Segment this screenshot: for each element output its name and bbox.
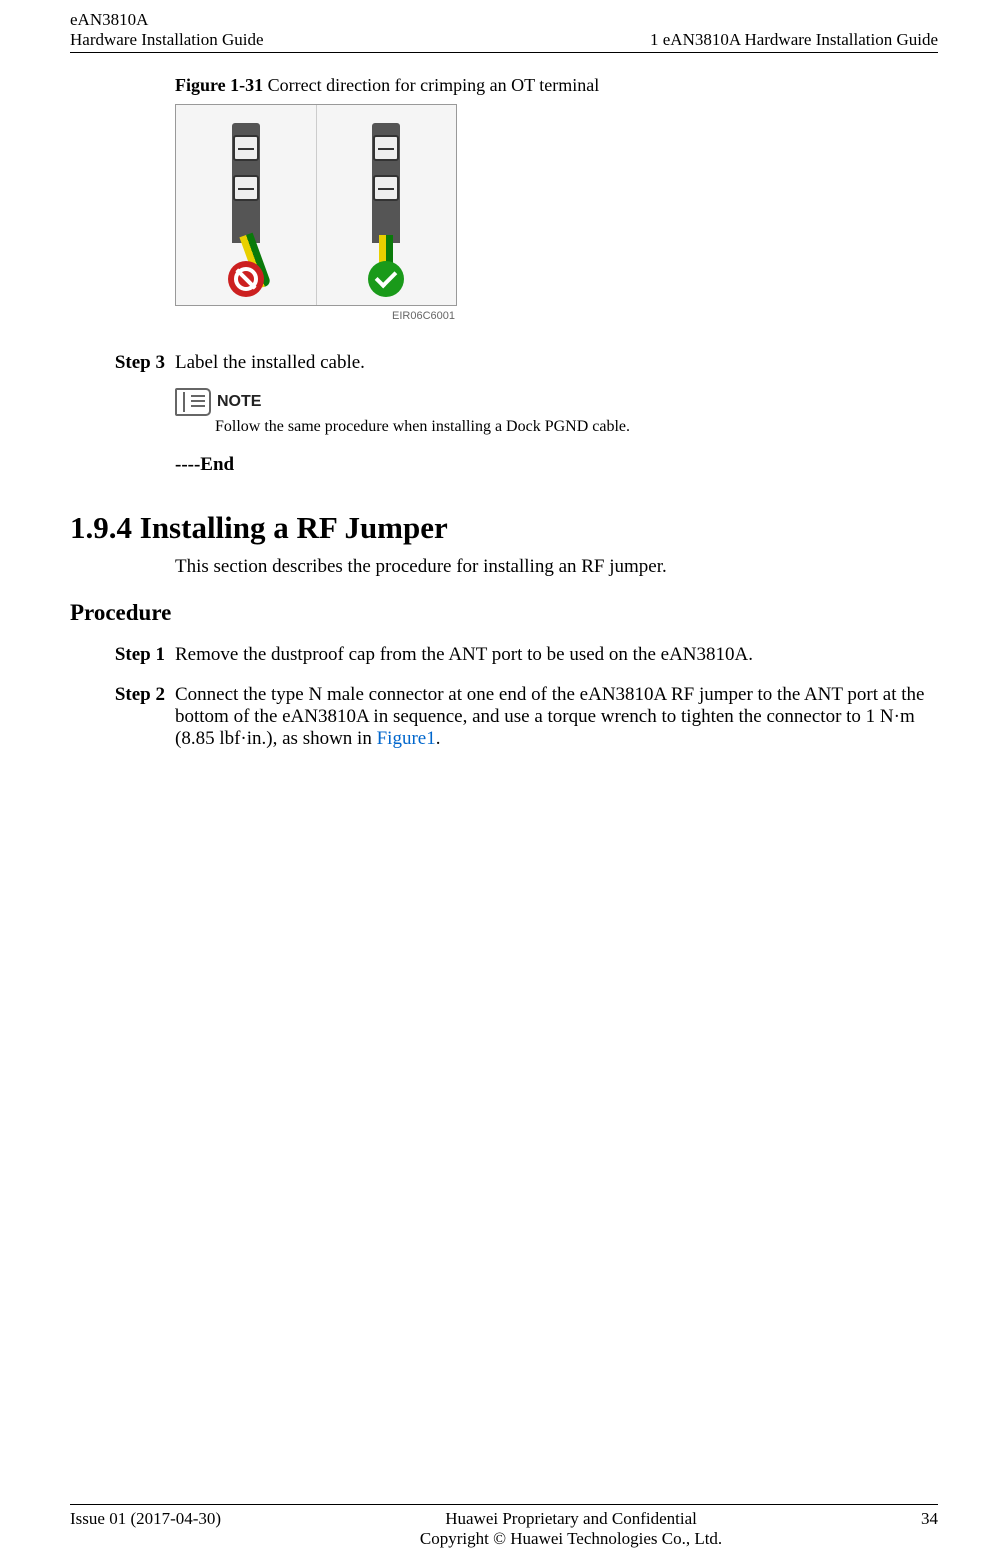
section-description: This section describes the procedure for… bbox=[175, 556, 938, 578]
figure-link[interactable]: Figure1 bbox=[377, 728, 436, 749]
page-header: eAN3810A Hardware Installation Guide 1 e… bbox=[70, 10, 938, 53]
step-2-text-part2: . bbox=[436, 728, 441, 749]
figure-wrong-side bbox=[176, 105, 317, 305]
product-name: eAN3810A bbox=[70, 10, 264, 30]
section-heading: 1.9.4 Installing a RF Jumper bbox=[70, 510, 938, 546]
check-icon bbox=[368, 261, 404, 297]
figure-placeholder bbox=[175, 104, 457, 306]
footer-line1: Huawei Proprietary and Confidential bbox=[420, 1509, 722, 1529]
doc-title-left: Hardware Installation Guide bbox=[70, 30, 264, 50]
figure-correct-side bbox=[317, 105, 457, 305]
doc-title-right: 1 eAN3810A Hardware Installation Guide bbox=[650, 30, 938, 50]
figure-label: Figure 1-31 bbox=[175, 75, 263, 95]
step-1: Step 1 Remove the dustproof cap from the… bbox=[70, 644, 938, 666]
step-2-text: Connect the type N male connector at one… bbox=[175, 684, 938, 750]
step-3: Step 3 Label the installed cable. bbox=[70, 352, 938, 374]
note-block: NOTE Follow the same procedure when inst… bbox=[175, 388, 938, 436]
end-marker: ----End bbox=[175, 454, 938, 476]
procedure-heading: Procedure bbox=[70, 600, 938, 626]
header-right: 1 eAN3810A Hardware Installation Guide bbox=[650, 10, 938, 50]
footer-page-number: 34 bbox=[921, 1509, 938, 1549]
page-footer: Issue 01 (2017-04-30) Huawei Proprietary… bbox=[70, 1504, 938, 1549]
note-label: NOTE bbox=[217, 393, 261, 411]
step-3-label: Step 3 bbox=[70, 352, 175, 374]
prohibit-icon bbox=[228, 261, 264, 297]
footer-issue: Issue 01 (2017-04-30) bbox=[70, 1509, 221, 1549]
header-left: eAN3810A Hardware Installation Guide bbox=[70, 10, 264, 50]
step-1-label: Step 1 bbox=[70, 644, 175, 666]
figure-image-id: EIR06C6001 bbox=[175, 310, 455, 322]
step-3-text: Label the installed cable. bbox=[175, 352, 938, 374]
figure-caption-text: Correct direction for crimping an OT ter… bbox=[268, 75, 600, 95]
step-2-text-part1: Connect the type N male connector at one… bbox=[175, 684, 924, 749]
figure-image: EIR06C6001 bbox=[175, 104, 455, 334]
note-icon bbox=[175, 388, 211, 416]
step-2-label: Step 2 bbox=[70, 684, 175, 750]
figure-caption: Figure 1-31 Correct direction for crimpi… bbox=[175, 75, 938, 96]
footer-line2: Copyright © Huawei Technologies Co., Ltd… bbox=[420, 1529, 722, 1549]
footer-center: Huawei Proprietary and Confidential Copy… bbox=[420, 1509, 722, 1549]
step-2: Step 2 Connect the type N male connector… bbox=[70, 684, 938, 750]
step-1-text: Remove the dustproof cap from the ANT po… bbox=[175, 644, 938, 666]
note-text: Follow the same procedure when installin… bbox=[175, 418, 938, 436]
